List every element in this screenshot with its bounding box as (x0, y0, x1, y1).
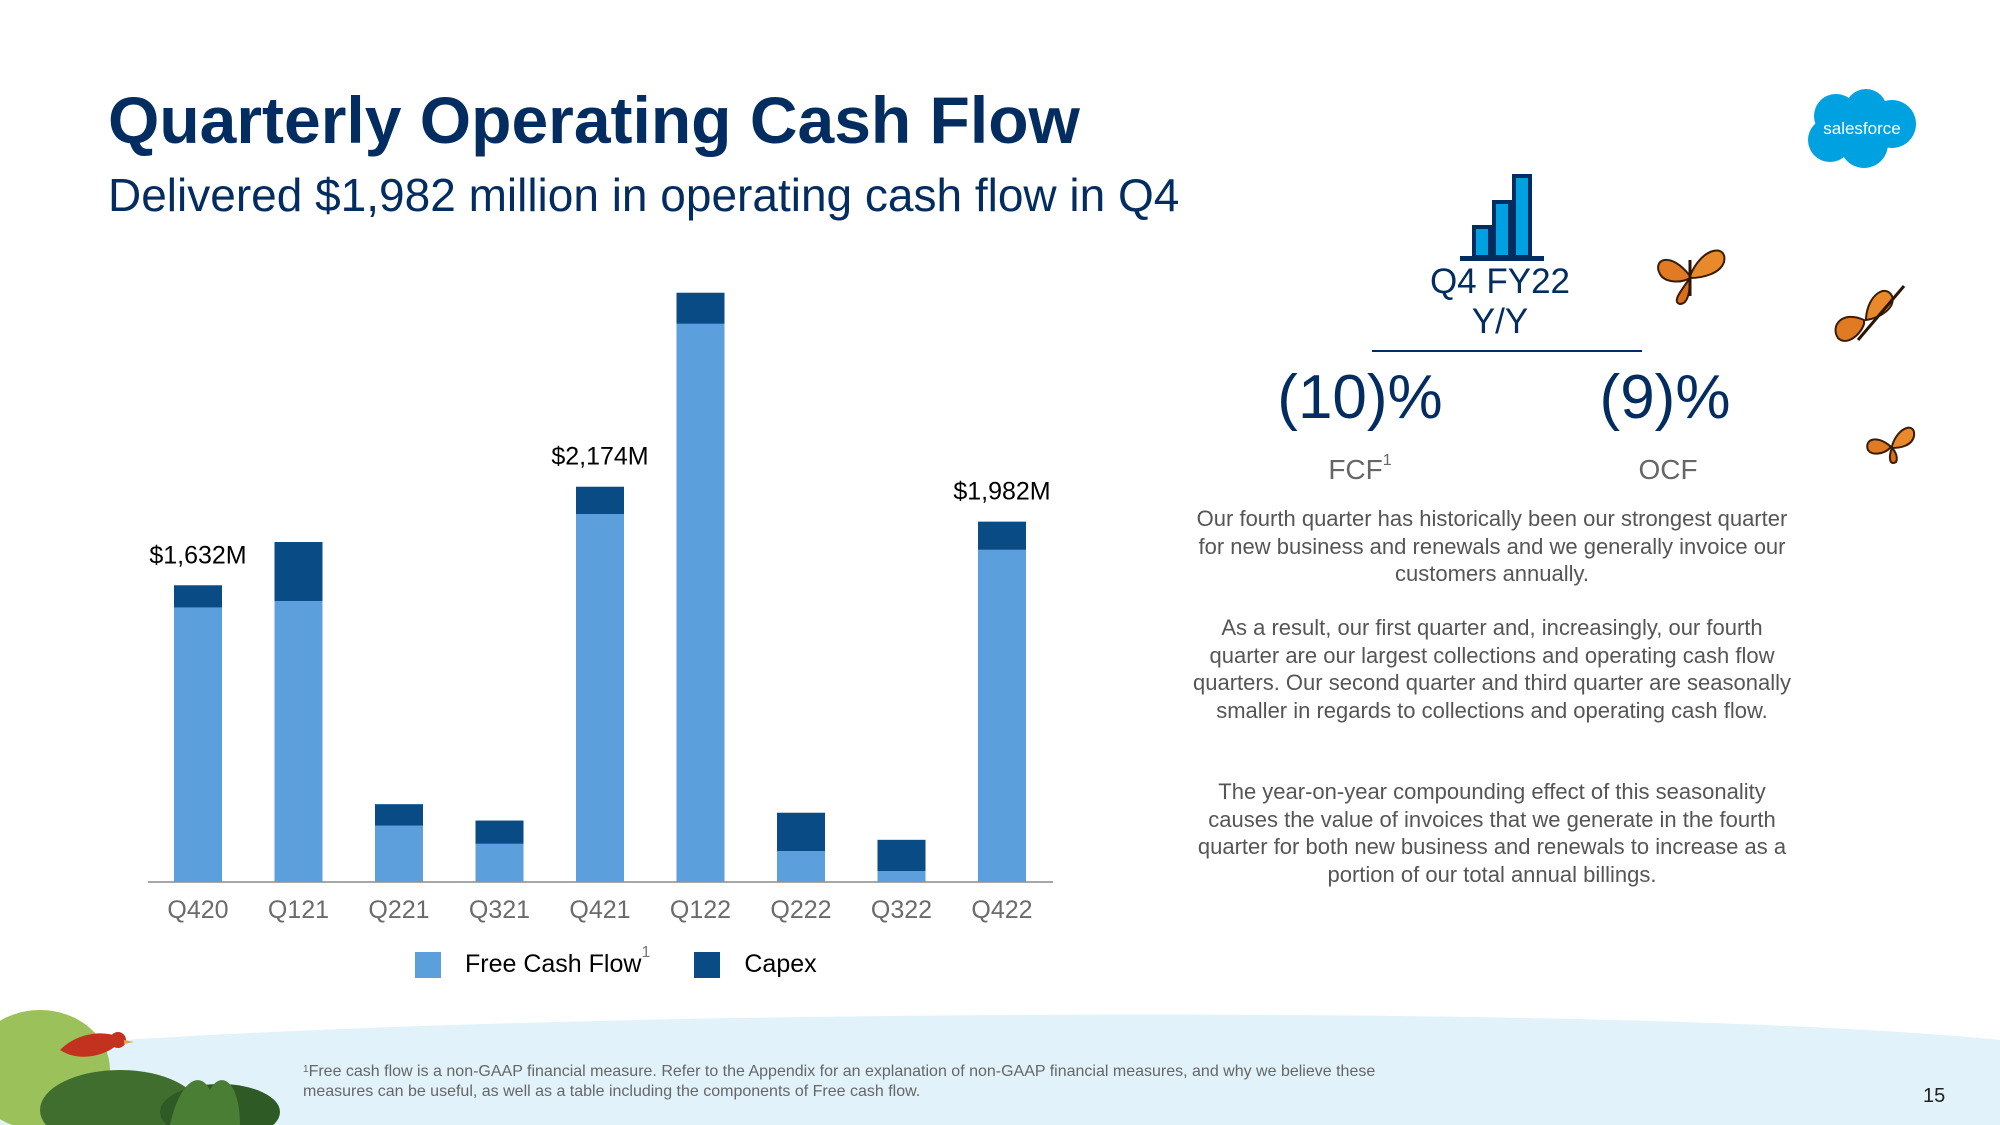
x-tick-label: Q421 (569, 896, 630, 924)
bar-fcf-Q421 (576, 514, 624, 882)
x-tick-label: Q122 (670, 896, 731, 924)
x-tick-label: Q222 (770, 896, 831, 924)
legend-label-capex: Capex (744, 950, 817, 978)
bar-fcf-Q122 (676, 323, 725, 882)
bar-fcf-Q221 (375, 825, 423, 882)
x-tick-label: Q121 (268, 896, 329, 924)
bar-fcf-Q321 (475, 843, 524, 882)
legend-swatch-capex (694, 951, 721, 978)
bar-fcf-Q322 (877, 871, 926, 882)
bar-capex-Q421 (576, 486, 624, 514)
bar-chart-icon (1460, 174, 1544, 261)
bar-fcf-Q420 (174, 607, 222, 882)
legend-swatch-fcf (415, 951, 441, 978)
bar-fcf-Q222 (777, 851, 825, 882)
bar-capex-Q221 (375, 804, 423, 826)
butterfly-icon (1866, 426, 1916, 464)
bar-capex-Q322 (877, 839, 926, 872)
bar-capex-Q121 (274, 542, 323, 602)
cash-flow-chart: Q420 Q121 Q221 Q321 Q421 Q122 Q222 Q322 Q422 $1,6… (148, 292, 1053, 924)
logo-text: salesforce (1823, 119, 1900, 138)
chart-legend: Free Cash Flow1 Capex (415, 944, 817, 979)
x-tick-label: Q322 (871, 896, 932, 924)
salesforce-logo: salesforce (1808, 89, 1916, 168)
fcf-label: FCF1 (1328, 452, 1392, 485)
butterfly-icon (1657, 249, 1726, 306)
x-tick-label: Q422 (971, 896, 1032, 924)
kpi-comparison: Y/Y (1471, 302, 1529, 341)
bar-fcf-Q422 (978, 549, 1026, 882)
data-label: $1,632M (149, 541, 246, 569)
page-subtitle: Delivered $1,982 million in operating ca… (108, 169, 1180, 221)
bar-capex-Q422 (978, 521, 1026, 550)
kpi-divider (1372, 350, 1642, 352)
butterfly-icon (1834, 285, 1906, 342)
footer-band (0, 1014, 2000, 1125)
bar-capex-Q420 (174, 585, 222, 608)
bar-fcf-Q121 (274, 601, 323, 882)
fcf-change-value: (10)% (1277, 363, 1443, 432)
kpi-period: Q4 FY22 (1429, 262, 1571, 301)
kpi-header: Q4 FY22 Y/Y (1400, 262, 1600, 342)
foliage-illustration (0, 1010, 280, 1125)
ocf-change-value: (9)% (1599, 363, 1731, 432)
data-label: $1,982M (953, 478, 1050, 506)
page-title: Quarterly Operating Cash Flow (108, 83, 1080, 157)
legend-label-fcf: Free Cash Flow1 (465, 944, 651, 978)
x-tick-label: Q420 (167, 896, 228, 924)
bar-capex-Q122 (676, 292, 725, 324)
page-number: 15 (1923, 1085, 1946, 1107)
paragraph-collections: As a result, our first quarter and, incr… (1193, 615, 1791, 723)
x-tick-label: Q321 (469, 896, 530, 924)
footnote: 1Free cash flow is a non-GAAP financial … (303, 1063, 1376, 1100)
paragraph-seasonality: Our fourth quarter has historically been… (1196, 506, 1788, 586)
ocf-label: OCF (1638, 454, 1698, 485)
paragraph-compounding: The year-on-year compounding effect of t… (1197, 779, 1787, 887)
bar-capex-Q321 (475, 820, 524, 844)
data-label: $2,174M (551, 443, 648, 471)
bar-capex-Q222 (777, 812, 825, 852)
x-tick-label: Q221 (368, 896, 429, 924)
